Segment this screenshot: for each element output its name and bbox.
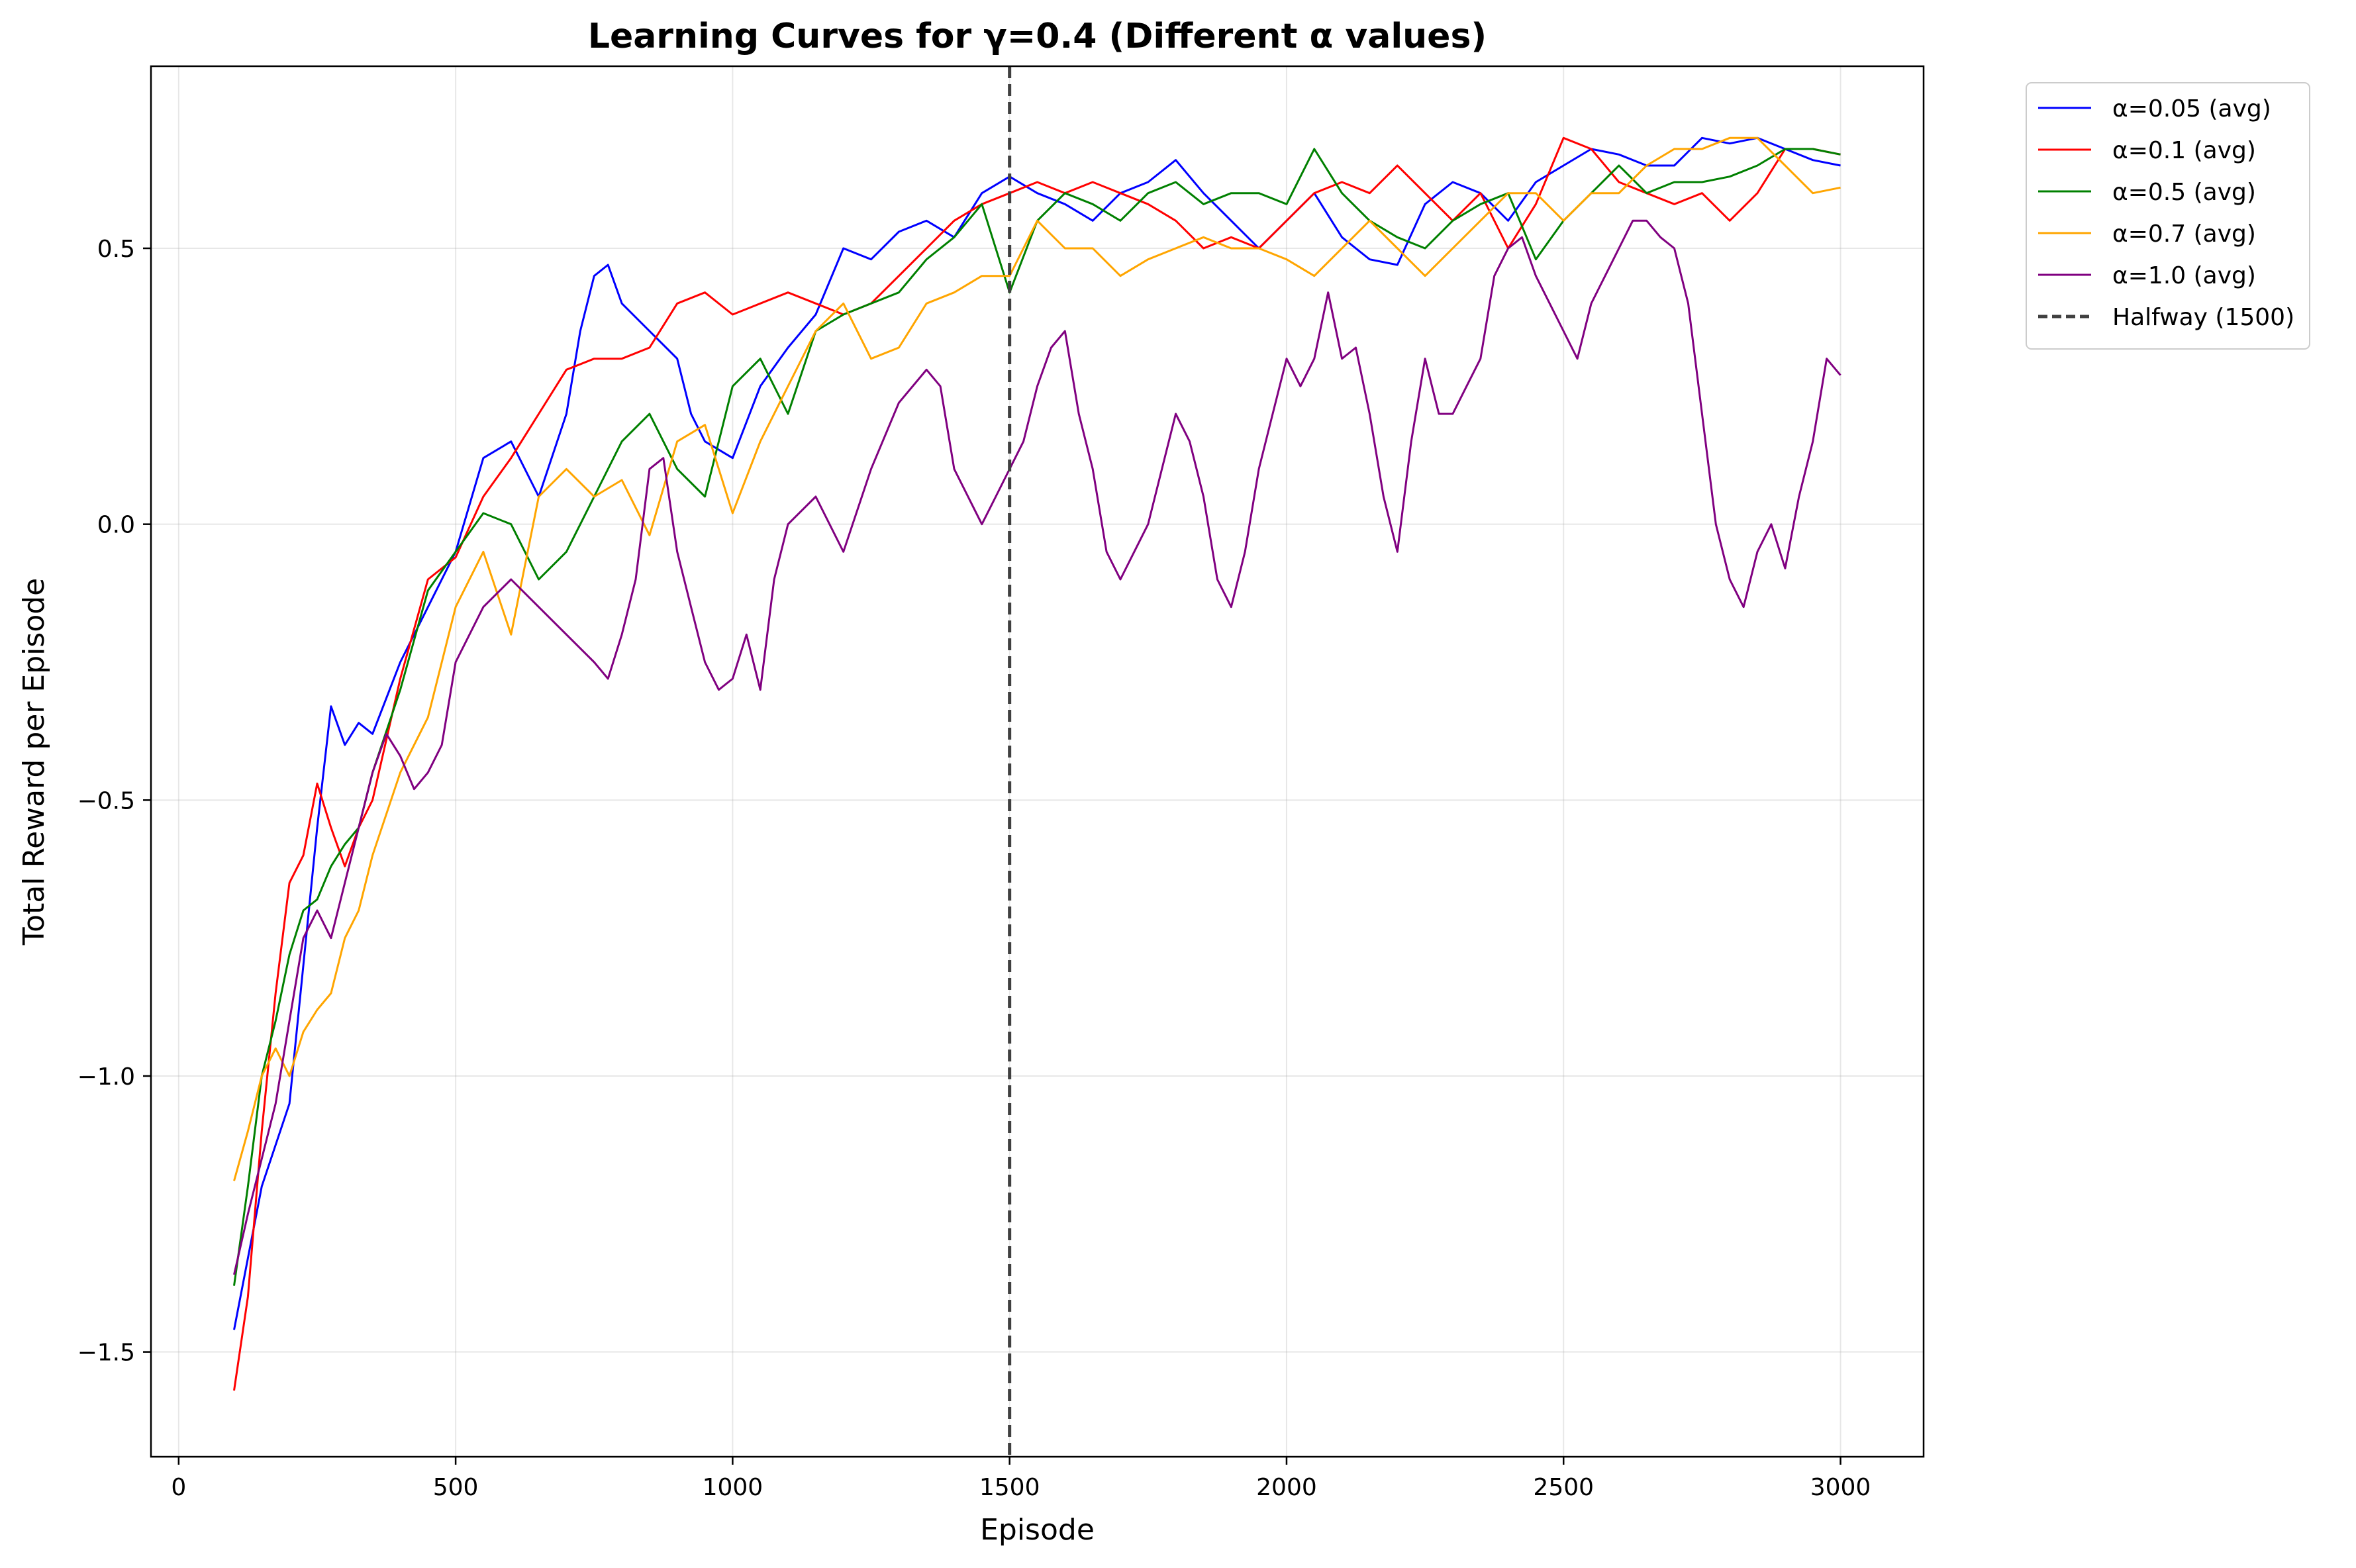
x-tick-label: 1500 [979,1474,1040,1501]
y-tick-label: 0.5 [97,236,135,263]
legend-label: Halfway (1500) [2112,304,2294,331]
x-tick-label: 0 [171,1474,186,1501]
plot-frame [150,65,1925,1458]
series-line-3 [233,148,1841,1286]
y-axis-label: Total Reward per Episode [17,578,51,946]
x-axis-label: Episode [980,1513,1095,1547]
legend-label: α=1.0 (avg) [2112,262,2256,289]
x-tick-label: 2500 [1533,1474,1594,1501]
series-line-2 [233,136,1841,1391]
x-tick-label: 1000 [703,1474,763,1501]
grid [151,66,1924,1457]
series-lines [233,136,1841,1391]
legend-label: α=0.05 (avg) [2112,95,2271,122]
series-line-4 [233,136,1841,1181]
y-tick-label: −1.5 [77,1340,135,1367]
legend-label: α=0.1 (avg) [2112,137,2256,164]
y-tick-label: −1.0 [77,1063,135,1091]
x-tick-label: 2000 [1256,1474,1317,1501]
y-tick-label: −0.5 [77,787,135,814]
chart-title: Learning Curves for γ=0.4 (Different α v… [588,17,1487,56]
x-tick-label: 3000 [1810,1474,1871,1501]
legend-box [2026,82,2310,350]
x-tick-label: 500 [433,1474,479,1501]
series-line-1 [233,136,1841,1330]
legend-label: α=0.7 (avg) [2112,220,2256,248]
axis-ticks: 0 500 1000 1500 2000 2500 3000 −1.5 −1.0 −0.5 0.0 0… [77,236,1871,1501]
y-tick-label: 0.0 [97,512,135,539]
legend: α=0.05 (avg) α=0.1 (avg) α=0.5 (avg) α=0.7 … [2026,82,2310,350]
legend-label: α=0.5 (avg) [2112,179,2256,206]
series-line-5 [233,219,1841,1275]
